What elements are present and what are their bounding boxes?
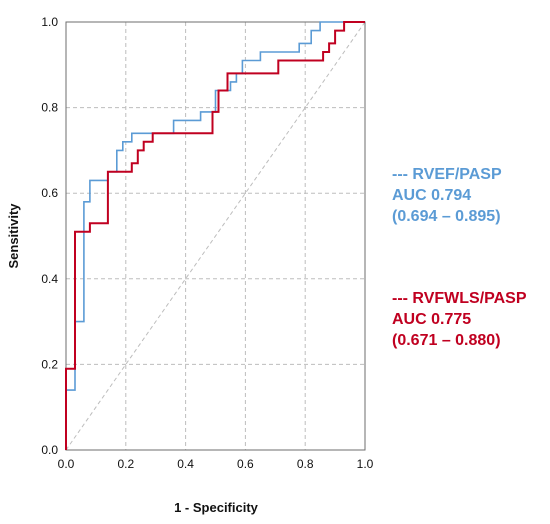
y-tick-label: 0.0 [41,443,58,457]
y-tick-label: 0.4 [41,272,58,286]
y-tick-label: 1.0 [41,15,58,29]
series-lines [65,21,365,450]
x-tick-label: 0.4 [177,457,194,471]
y-tick-label: 0.6 [41,186,58,200]
y-axis-title: Sensitivity [6,203,21,269]
x-tick-label: 0.0 [58,457,75,471]
legend-series-name: --- RVFWLS/PASP [392,290,527,307]
x-tick-label: 0.6 [237,457,254,471]
legend-ci: (0.694 – 0.895) [392,208,501,225]
series-line-2 [65,21,365,450]
legend-ci: (0.671 – 0.880) [392,332,501,349]
legend-entry-rvfwls: --- RVFWLS/PASP AUC 0.775 (0.671 – 0.880… [392,288,527,351]
x-tick-label: 1.0 [357,457,374,471]
x-tick-label: 0.2 [117,457,134,471]
legend-auc: AUC 0.775 [392,311,472,328]
grid-lines [65,21,366,451]
y-tick-label: 0.8 [41,101,58,115]
legend-auc: AUC 0.794 [392,187,472,204]
x-axis-title: 1 - Specificity [174,500,259,515]
reference-diagonal [65,21,366,451]
x-tick-label: 0.8 [297,457,314,471]
plot-frame [65,21,366,451]
tick-labels: 0.0 0.2 0.4 0.6 0.8 1.0 0.0 0.2 0.4 0.6 0.8 1.0 [41,15,373,471]
y-tick-label: 0.2 [41,357,58,371]
legend-series-name: --- RVEF/PASP [392,166,502,183]
series-line-1 [65,21,365,450]
legend-entry-rvef: --- RVEF/PASP AUC 0.794 (0.694 – 0.895) [392,164,502,227]
